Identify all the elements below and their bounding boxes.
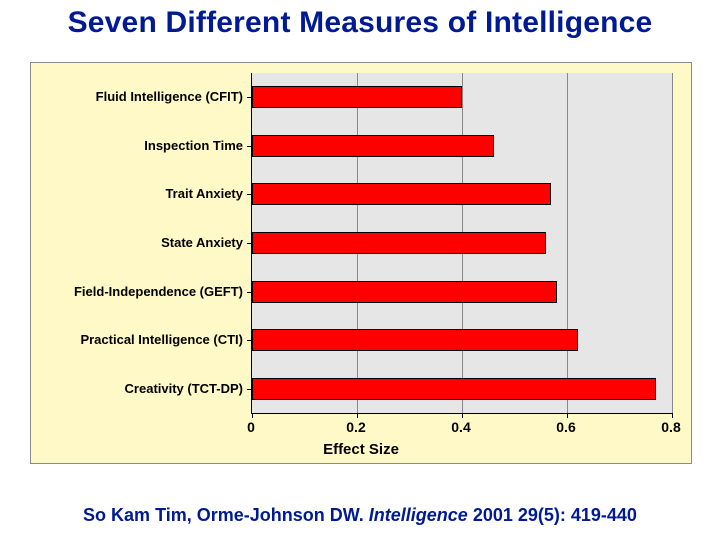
y-tick bbox=[247, 194, 252, 195]
x-tick-label: 0.6 bbox=[556, 419, 575, 435]
x-tick bbox=[357, 413, 358, 418]
x-tick bbox=[462, 413, 463, 418]
bar bbox=[252, 232, 546, 254]
y-tick bbox=[247, 340, 252, 341]
category-label: Practical Intelligence (CTI) bbox=[31, 332, 243, 347]
y-tick bbox=[247, 292, 252, 293]
category-label: Field-Independence (GEFT) bbox=[31, 284, 243, 299]
citation-authors: So Kam Tim, Orme-Johnson DW. bbox=[83, 505, 364, 525]
citation: So Kam Tim, Orme-Johnson DW. Intelligenc… bbox=[0, 505, 720, 526]
bar bbox=[252, 281, 557, 303]
category-label: Creativity (TCT-DP) bbox=[31, 381, 243, 396]
slide: Seven Different Measures of Intelligence… bbox=[0, 0, 720, 540]
x-tick bbox=[567, 413, 568, 418]
bar bbox=[252, 329, 578, 351]
y-tick bbox=[247, 389, 252, 390]
gridline bbox=[567, 73, 568, 413]
y-tick bbox=[247, 146, 252, 147]
slide-title: Seven Different Measures of Intelligence bbox=[0, 6, 720, 40]
x-tick-label: 0.4 bbox=[451, 419, 470, 435]
category-label: Trait Anxiety bbox=[31, 186, 243, 201]
category-label: State Anxiety bbox=[31, 235, 243, 250]
bar bbox=[252, 86, 462, 108]
x-tick-label: 0.8 bbox=[661, 419, 680, 435]
x-tick-label: 0 bbox=[247, 419, 255, 435]
chart-container: Effect Size 0 0.2 0.4 0.6 0.8 Fluid Intellige… bbox=[30, 62, 692, 464]
bar bbox=[252, 183, 551, 205]
x-axis-label: Effect Size bbox=[31, 441, 691, 458]
plot-area bbox=[251, 73, 672, 414]
bar bbox=[252, 378, 656, 400]
x-tick bbox=[672, 413, 673, 418]
category-label: Fluid Intelligence (CFIT) bbox=[31, 89, 243, 104]
citation-journal: Intelligence bbox=[369, 505, 468, 525]
y-tick bbox=[247, 97, 252, 98]
x-tick-label: 0.2 bbox=[346, 419, 365, 435]
category-label: Inspection Time bbox=[31, 138, 243, 153]
bar bbox=[252, 135, 494, 157]
x-tick bbox=[252, 413, 253, 418]
citation-rest: 2001 29(5): 419-440 bbox=[473, 505, 637, 525]
gridline bbox=[672, 73, 673, 413]
y-tick bbox=[247, 243, 252, 244]
